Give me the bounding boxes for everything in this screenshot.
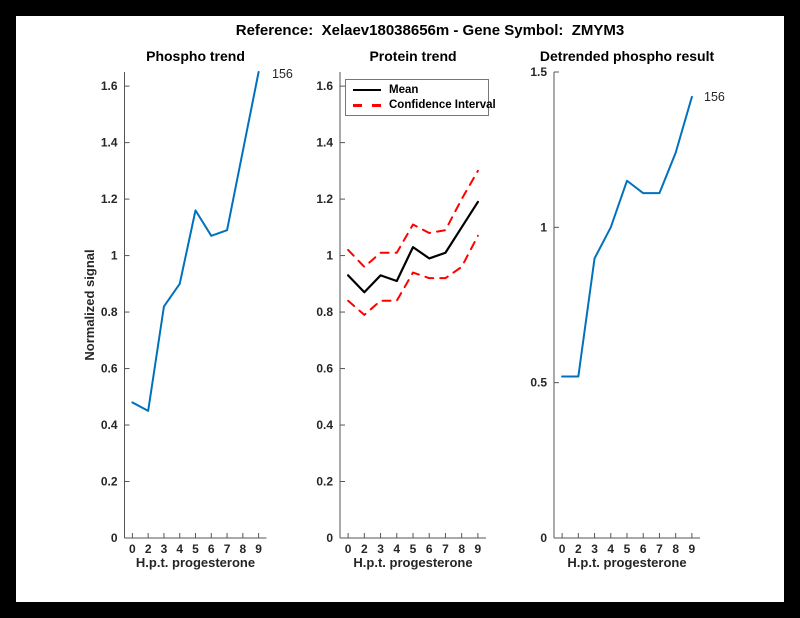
x-tick-label: 0: [559, 542, 566, 556]
x-tick-label: 0: [129, 542, 136, 556]
y-tick-label: 1.2: [101, 192, 118, 206]
y-tick-label: 0.4: [316, 418, 333, 432]
x-tick-label: 8: [239, 542, 246, 556]
legend-box: Mean Confidence Interval: [345, 79, 496, 116]
confidence-interval-swatch: [353, 103, 381, 107]
confidence-interval-lower-line: [347, 234, 479, 316]
x-tick-label: 6: [426, 542, 433, 556]
legend-entry-confidence-interval: Confidence Interval: [346, 99, 496, 111]
mean-line-swatch: [353, 88, 381, 91]
y-tick-label: 0.4: [101, 418, 118, 432]
x-axis-label-middle: H.p.t. progesterone: [353, 555, 473, 570]
x-tick-label: 4: [393, 542, 400, 556]
detrended-peak-annotation: 156: [704, 90, 725, 104]
protein-trend-title: Protein trend: [369, 48, 457, 64]
y-tick-label: 1.5: [530, 65, 547, 79]
figure-canvas: Reference: Xelaev18038656m - Gene Symbol…: [16, 16, 784, 602]
x-tick-label: 7: [442, 542, 449, 556]
x-axis-label-left: H.p.t. progesterone: [135, 555, 256, 570]
y-tick-label: 1.4: [316, 136, 333, 150]
y-tick-label: 0.5: [530, 376, 547, 390]
x-tick-label: 9: [255, 542, 262, 556]
x-tick-label: 8: [672, 542, 679, 556]
x-axis-label-right: H.p.t. progesterone: [567, 555, 687, 570]
y-tick-label: 0: [326, 531, 333, 545]
mean-line: [347, 200, 479, 294]
y-tick-label: 0.2: [101, 475, 118, 489]
y-tick-label: 1: [111, 249, 118, 263]
detrended-phospho-signal-line: [561, 95, 693, 378]
x-tick-label: 4: [607, 542, 614, 556]
y-tick-label: 0.6: [316, 362, 333, 376]
y-tick-label: 0.8: [316, 305, 333, 319]
phospho-signal-line: [131, 71, 260, 412]
x-tick-label: 2: [361, 542, 368, 556]
x-tick-label: 9: [475, 542, 482, 556]
y-tick-label: 0.2: [316, 475, 333, 489]
y-tick-label: 1.6: [316, 79, 333, 93]
x-tick-label: 3: [591, 542, 598, 556]
y-tick-label: 1.2: [316, 192, 333, 206]
y-tick-label: 0.6: [101, 362, 118, 376]
y-tick-label: 0: [540, 531, 547, 545]
detrended-phospho-title: Detrended phospho result: [539, 48, 715, 64]
x-tick-label: 9: [689, 542, 696, 556]
figure-title: Reference: Xelaev18038656m - Gene Symbol…: [235, 22, 625, 39]
legend-label-confidence-interval: Confidence Interval: [389, 99, 496, 112]
legend-label-mean: Mean: [389, 83, 419, 96]
x-tick-label: 2: [145, 542, 152, 556]
x-tick-label: 5: [624, 542, 631, 556]
y-tick-label: 1.6: [101, 79, 118, 93]
phospho-peak-annotation: 156: [272, 67, 293, 81]
y-tick-label: 0.8: [101, 305, 118, 319]
x-tick-label: 6: [640, 542, 647, 556]
x-tick-label: 8: [458, 542, 465, 556]
x-tick-label: 7: [224, 542, 231, 556]
legend-entry-mean: Mean: [346, 84, 488, 96]
x-tick-label: 5: [410, 542, 417, 556]
x-tick-label: 3: [161, 542, 168, 556]
x-tick-label: 6: [208, 542, 215, 556]
y-tick-label: 1.4: [101, 136, 118, 150]
plots-canvas: 00.20.40.60.811.21.41.60 2 3 4 5 6 7 8 900.20.40…: [101, 65, 700, 556]
y-tick-label: 1: [326, 249, 333, 263]
y-tick-label: 0: [111, 531, 118, 545]
x-tick-label: 3: [377, 542, 384, 556]
x-tick-label: 2: [575, 542, 582, 556]
y-axis-label: Normalized signal: [82, 249, 97, 361]
x-tick-label: 4: [176, 542, 183, 556]
phospho-trend-title: Phospho trend: [146, 48, 245, 64]
x-tick-label: 5: [192, 542, 199, 556]
confidence-interval-upper-line: [347, 169, 479, 268]
x-tick-label: 7: [656, 542, 663, 556]
y-tick-label: 1: [540, 220, 547, 234]
x-tick-label: 0: [345, 542, 352, 556]
